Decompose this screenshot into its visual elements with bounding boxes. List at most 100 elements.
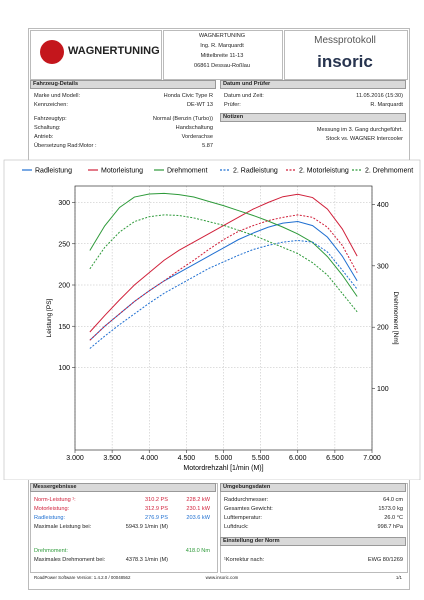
result-label: Radleistung: (34, 515, 66, 521)
field-label: Gesamtes Gewicht: (224, 506, 273, 512)
address-line: Mittelbreite 11-13 (200, 53, 244, 59)
result-value: 276.9 PS (144, 515, 168, 521)
x-tick-label: 3.500 (103, 455, 121, 462)
logo-mark (40, 40, 64, 64)
result-label: Norm-Leistung ¹: (34, 497, 76, 503)
y-tick-label: 250 (58, 241, 70, 248)
field-value: DE-WT 13 (186, 102, 213, 108)
field-label: Datum und Zeit: (224, 93, 264, 99)
field-label: Antrieb: (34, 134, 54, 140)
y-tick-label: 200 (58, 283, 70, 290)
result-label: Drehmoment: (34, 548, 68, 554)
logo-text: WAGNERTUNING (68, 45, 160, 57)
y2-tick-label: 200 (377, 325, 389, 332)
result-value: 230.1 kW (186, 506, 210, 512)
result-value: 203.6 kW (186, 515, 210, 521)
field-value: EWG 80/1269 (367, 557, 403, 563)
section-title: Notizen (223, 114, 244, 120)
field-value: 64.0 cm (383, 497, 403, 503)
section-title: Umgebungsdaten (223, 484, 271, 490)
footer-text: RoadPower Software Version: 1.4.2.0 / 00… (34, 575, 131, 580)
x-tick-label: 5.500 (252, 455, 270, 462)
y2-tick-label: 400 (377, 202, 389, 209)
data-line (89, 214, 358, 313)
data-line (89, 193, 358, 333)
plot-frame (74, 185, 373, 451)
field-value: Vorderachse (181, 134, 213, 140)
section-title: Messergebnisse (33, 484, 77, 490)
section-header (220, 113, 406, 122)
footer-text: 1/1 (395, 575, 402, 580)
result-value: 5943.9 1/min (M) (125, 524, 168, 530)
field-value: Honda Civic Type R (163, 93, 213, 99)
field-value: 5.87 (202, 143, 213, 149)
result-value: 312.9 PS (144, 506, 168, 512)
x-axis-title: Motordrehzahl [1/min (M)] (183, 465, 263, 472)
x-tick-label: 6.500 (326, 455, 344, 462)
x-tick-label: 3.000 (66, 455, 84, 462)
result-value: 4378.3 1/min (M) (125, 557, 168, 563)
field-value: 11.05.2016 (15:30) (356, 93, 403, 99)
field-label: Luftdruck: (224, 524, 249, 530)
note-line: Stock vs. WAGNER Intercooler (325, 136, 403, 142)
field-label: Prüfer: (224, 102, 241, 108)
x-tick-label: 5.000 (215, 455, 233, 462)
y-tick-label: 150 (58, 324, 70, 331)
legend-label: 2. Drehmoment (365, 168, 413, 175)
field-label: ¹Korrektur nach: (224, 557, 265, 563)
field-label: Fahrzeugtyp: (34, 116, 67, 122)
field-label: Marke und Modell: (34, 93, 81, 99)
logo-box (30, 30, 162, 80)
field-value: Handschaltung (175, 125, 213, 131)
field-value: 26.0 °C (384, 515, 403, 521)
section-header (220, 483, 406, 492)
result-value: 418.0 Nm (185, 548, 210, 554)
result-value: 310.2 PS (144, 497, 168, 503)
section-title: Datum und Prüfer (223, 81, 271, 87)
field-label: Raddurchmesser: (224, 497, 269, 503)
x-tick-label: 6.000 (289, 455, 307, 462)
y2-axis-title: Drehmoment [Nm] (392, 291, 399, 344)
legend-label: 2. Radleistung (233, 168, 278, 175)
x-tick-label: 4.000 (140, 455, 158, 462)
field-label: Übersetzung Rad:Motor : (34, 143, 97, 149)
field-value: R. Marquardt (370, 102, 403, 108)
field-value: 998.7 hPa (377, 524, 403, 530)
field-value: Normal (Benzin (Turbo)) (152, 116, 213, 122)
address-line: 06861 Dessau-Roßlau (194, 63, 250, 69)
y-tick-label: 100 (58, 365, 70, 372)
legend-label: Drehmoment (167, 168, 208, 175)
section-title: Fahrzeug-Details (33, 81, 79, 87)
x-tick-label: 4.500 (178, 455, 196, 462)
legend-label: 2. Motorleistung (299, 168, 349, 175)
field-label: Kennzeichen: (34, 102, 68, 108)
address-line: Ing. R. Marquardt (200, 43, 244, 49)
y2-tick-label: 100 (377, 386, 389, 393)
section-header (220, 537, 406, 546)
address-line: WAGNERTUNING (198, 33, 246, 39)
document-title: Messprotokoll (314, 35, 376, 46)
result-value: 228.2 kW (186, 497, 210, 503)
field-label: Schaltung: (34, 125, 61, 131)
data-line (89, 220, 358, 341)
field-label: Lufttemperatur: (224, 515, 262, 521)
section-title: Einstellung der Norm (223, 538, 280, 544)
result-label: Motorleistung: (34, 506, 70, 512)
legend-label: Radleistung (35, 168, 72, 175)
x-tick-label: 7.000 (363, 455, 381, 462)
title-box (284, 30, 408, 80)
section-header (30, 483, 216, 492)
data-line (89, 239, 358, 349)
chart-background (3, 159, 421, 480)
result-label: Maximales Drehmoment bei: (34, 557, 106, 563)
y2-tick-label: 300 (377, 263, 389, 270)
footer-text: www.insoric.com (205, 575, 239, 580)
result-label: Maximale Leistung bei: (34, 524, 92, 530)
section-header (30, 80, 216, 89)
field-value: 1573.0 kg (378, 506, 403, 512)
chart: 3.000 3.500 4.000 4.500 5.000 5.500 6.000 6.500… (3, 159, 421, 480)
brand-name: insoric (317, 52, 373, 71)
section-header (220, 80, 406, 89)
legend-label: Motorleistung (101, 168, 143, 175)
